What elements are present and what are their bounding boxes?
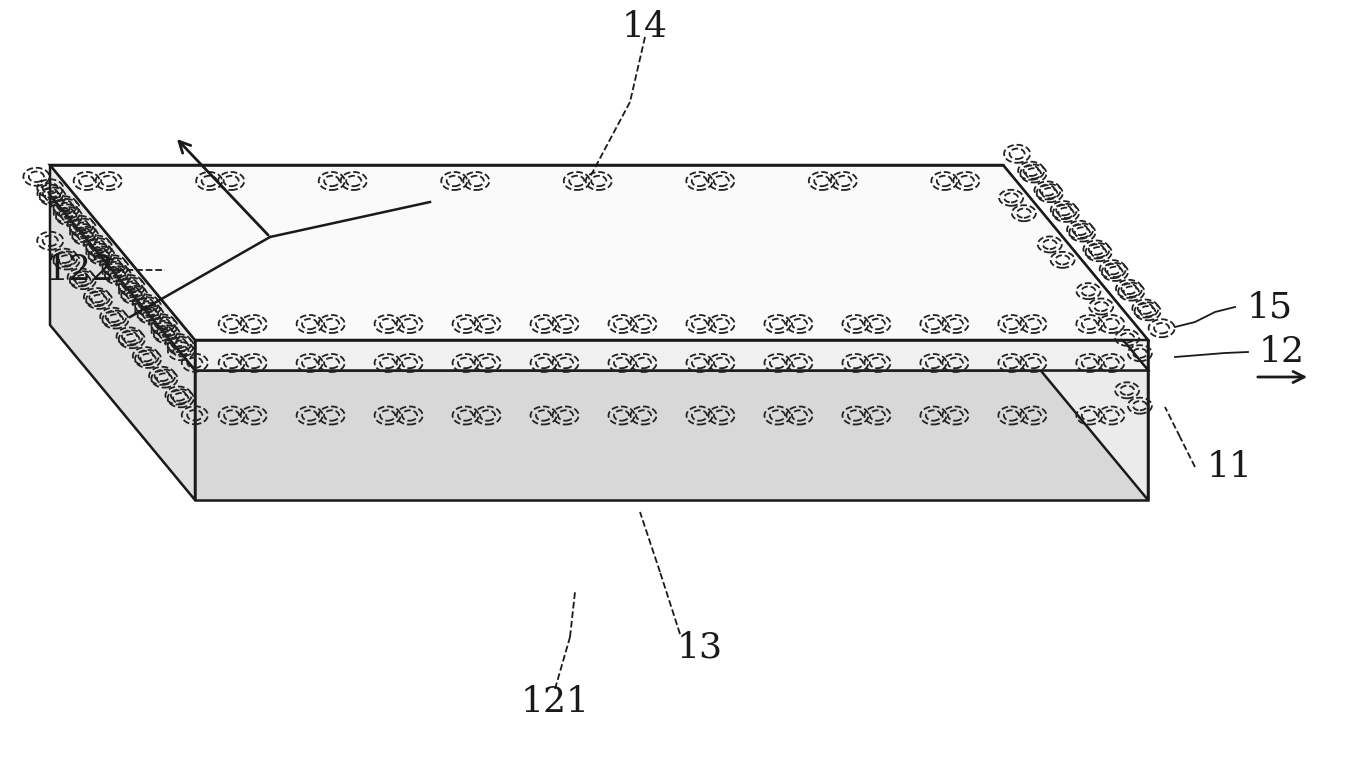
Polygon shape — [1002, 195, 1148, 500]
Text: 15: 15 — [1248, 290, 1293, 324]
Polygon shape — [195, 340, 1148, 370]
Polygon shape — [50, 195, 195, 500]
Polygon shape — [195, 370, 1148, 500]
Polygon shape — [50, 165, 195, 370]
Text: 122: 122 — [45, 253, 114, 287]
Polygon shape — [50, 195, 1148, 370]
Text: 11: 11 — [1207, 450, 1253, 484]
Text: 14: 14 — [622, 10, 667, 44]
Text: 12: 12 — [1258, 335, 1305, 369]
Polygon shape — [50, 165, 1148, 340]
Text: 121: 121 — [520, 685, 590, 719]
Polygon shape — [1002, 165, 1148, 370]
Text: 13: 13 — [677, 630, 723, 664]
